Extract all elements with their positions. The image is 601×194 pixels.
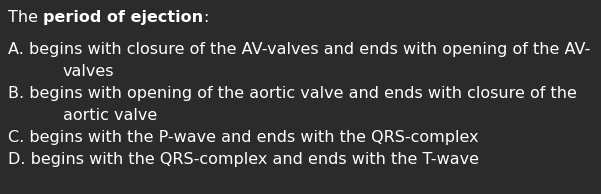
Text: D. begins with the QRS-complex and ends with the T-wave: D. begins with the QRS-complex and ends … bbox=[8, 152, 479, 167]
Text: :: : bbox=[203, 10, 209, 25]
Text: valves: valves bbox=[63, 64, 115, 79]
Text: period of ejection: period of ejection bbox=[43, 10, 203, 25]
Text: A. begins with closure of the AV-valves and ends with opening of the AV-: A. begins with closure of the AV-valves … bbox=[8, 42, 590, 57]
Text: B. begins with opening of the aortic valve and ends with closure of the: B. begins with opening of the aortic val… bbox=[8, 86, 577, 101]
Text: aortic valve: aortic valve bbox=[63, 108, 157, 123]
Text: The: The bbox=[8, 10, 43, 25]
Text: C. begins with the P-wave and ends with the QRS-complex: C. begins with the P-wave and ends with … bbox=[8, 130, 478, 145]
